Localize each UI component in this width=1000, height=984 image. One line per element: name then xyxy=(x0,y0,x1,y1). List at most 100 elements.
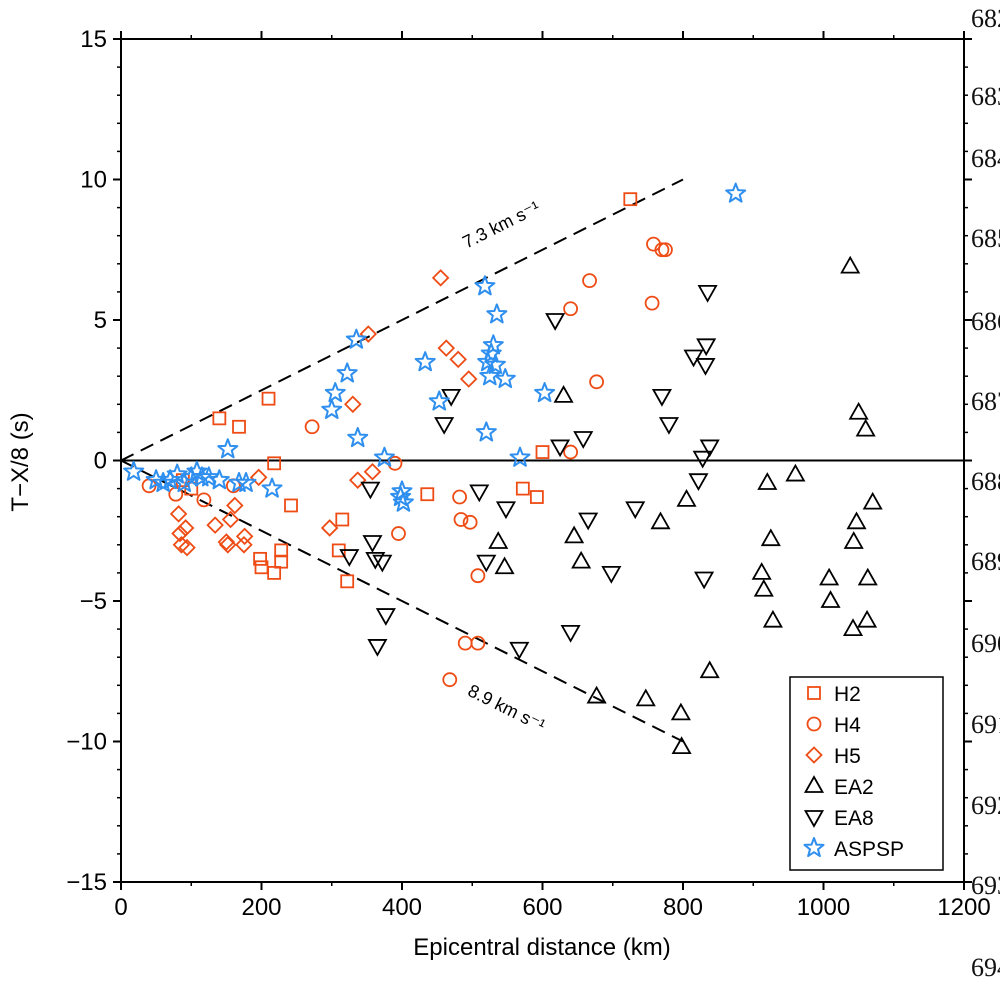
legend-box xyxy=(789,676,944,871)
y-tick-label: −15 xyxy=(66,869,107,896)
legend-label: EA8 xyxy=(834,807,874,830)
data-point xyxy=(235,527,254,546)
data-point xyxy=(284,498,298,513)
data-point xyxy=(529,490,544,504)
reference-line-label: 8.9 km s⁻¹ xyxy=(465,680,549,735)
reference-line-dashed xyxy=(120,459,684,743)
series-ea8 xyxy=(339,284,720,660)
data-point xyxy=(219,536,237,554)
data-point xyxy=(321,398,343,420)
data-point xyxy=(362,535,383,553)
line-numbers: 682 683 684 685 686 687 688 689 690 691 692 693 694 xyxy=(971,4,1000,982)
data-point xyxy=(676,489,697,507)
legend-marker xyxy=(805,746,823,764)
data-point xyxy=(172,536,191,554)
data-point xyxy=(651,388,672,407)
data-point xyxy=(671,736,692,755)
data-point xyxy=(855,418,876,437)
legend-label: EA2 xyxy=(834,776,874,799)
data-point xyxy=(545,313,566,331)
data-point xyxy=(267,566,282,580)
data-point xyxy=(365,551,386,570)
data-point xyxy=(373,446,395,467)
y-tick-label: 15 xyxy=(80,26,107,53)
data-point xyxy=(862,491,883,510)
data-point xyxy=(476,554,497,573)
data-point xyxy=(324,382,346,403)
data-point xyxy=(186,460,208,481)
data-point xyxy=(573,431,594,449)
legend-marker xyxy=(806,716,822,732)
data-point xyxy=(484,353,506,375)
data-point xyxy=(692,450,713,469)
line-number: 689 xyxy=(971,547,1000,576)
data-point xyxy=(261,477,283,498)
y-tick-label: 10 xyxy=(80,167,107,194)
series-ea2 xyxy=(488,255,883,755)
data-point xyxy=(550,439,571,458)
y-tick-label: −10 xyxy=(66,729,107,756)
data-point xyxy=(344,395,362,414)
data-point xyxy=(453,512,469,527)
data-point xyxy=(563,444,578,460)
data-point xyxy=(846,511,867,530)
y-tick-label: 5 xyxy=(94,307,107,334)
legend-marker xyxy=(803,775,825,793)
data-point xyxy=(232,419,246,434)
line-number: 693 xyxy=(971,871,1000,900)
data-point xyxy=(320,519,339,537)
reference-line-label: 7.3 km s⁻¹ xyxy=(459,197,543,252)
data-point xyxy=(274,554,289,569)
data-point xyxy=(274,543,289,558)
data-point xyxy=(553,385,574,403)
data-point xyxy=(449,350,467,369)
data-point xyxy=(391,526,406,541)
data-point xyxy=(479,365,501,386)
data-point xyxy=(658,242,673,258)
data-point xyxy=(221,510,240,529)
legend-marker xyxy=(803,810,825,828)
data-point xyxy=(387,455,403,471)
data-point xyxy=(515,481,530,496)
data-point xyxy=(494,368,516,389)
data-point xyxy=(206,516,224,534)
data-point xyxy=(695,358,716,376)
data-point xyxy=(534,382,556,403)
data-point xyxy=(166,463,188,484)
data-markers xyxy=(123,182,883,755)
data-point xyxy=(345,328,367,349)
data-point xyxy=(261,391,276,406)
data-point xyxy=(459,370,478,388)
data-point xyxy=(535,445,550,459)
line-number: 686 xyxy=(971,307,1000,336)
legend-marker xyxy=(807,686,821,700)
data-point xyxy=(390,486,412,507)
line-number: 683 xyxy=(971,82,1000,111)
data-point xyxy=(688,473,709,491)
data-point xyxy=(267,456,282,471)
data-point xyxy=(696,338,717,357)
reference-line-labels: 7.3 km s⁻¹ 8.9 km s⁻¹ xyxy=(459,197,548,736)
data-point xyxy=(470,568,486,584)
data-point xyxy=(658,417,679,435)
data-point xyxy=(434,417,455,435)
data-point xyxy=(159,469,181,490)
data-point xyxy=(198,466,220,487)
line-number: 692 xyxy=(971,791,1000,820)
data-point xyxy=(253,551,267,566)
legend-label: H5 xyxy=(834,745,861,768)
data-point xyxy=(470,635,486,651)
data-point xyxy=(509,446,531,467)
data-point xyxy=(697,284,718,303)
data-point xyxy=(582,273,597,289)
data-point xyxy=(762,609,783,628)
series-h4 xyxy=(141,236,673,688)
data-point xyxy=(367,639,388,657)
data-point xyxy=(196,492,212,508)
data-point xyxy=(785,463,806,482)
series-h5 xyxy=(169,269,478,557)
data-point xyxy=(625,501,646,520)
data-point xyxy=(442,672,458,688)
data-point xyxy=(820,590,841,608)
